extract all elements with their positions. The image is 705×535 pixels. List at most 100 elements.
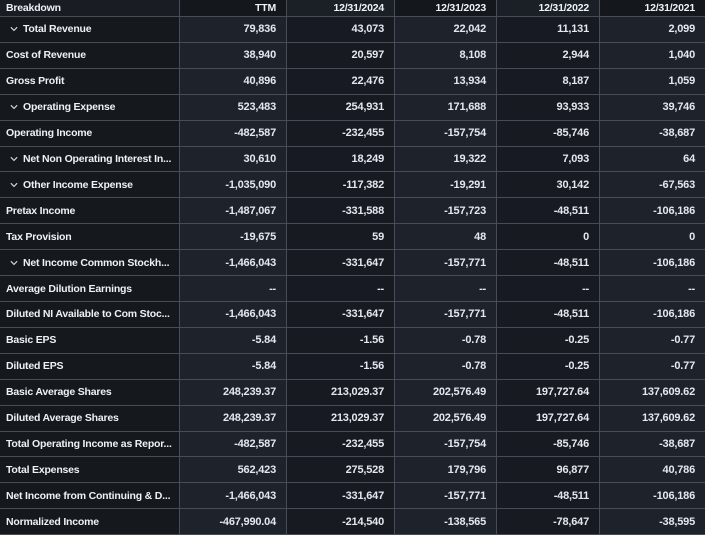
row-label-cell: Gross Profit: [0, 68, 180, 94]
table-row: Pretax Income -1,487,067 -331,588 -157,723-…: [0, 198, 705, 225]
value-cell: -0.77: [600, 327, 705, 353]
value-cell: -48,511: [497, 250, 600, 276]
value-cell: -117,382: [287, 172, 395, 198]
value-cell: -5.84: [180, 353, 287, 379]
value-cell: 1,059: [600, 68, 705, 94]
row-label-cell: Total Operating Income as Repor...: [0, 431, 180, 457]
value-cell: 40,896: [180, 68, 287, 94]
column-header-ttm: TTM: [180, 0, 287, 16]
table-row: Average Dilution Earnings -- -- -- -- --: [0, 276, 705, 302]
row-label: Net Non Operating Interest In...: [23, 152, 172, 165]
row-label-cell: Diluted EPS: [0, 353, 180, 379]
value-cell: 213,029.37: [287, 405, 395, 431]
value-cell: 8,108: [395, 42, 497, 68]
value-cell: -1,466,043: [180, 483, 287, 509]
column-header-12-31-2024: 12/31/2024: [287, 0, 395, 16]
value-cell: 18,249: [287, 146, 395, 172]
value-cell: 40,786: [600, 457, 705, 483]
row-label-cell[interactable]: Other Income Expense: [0, 172, 180, 198]
column-header-breakdown: Breakdown: [0, 0, 180, 16]
value-cell: -38,687: [600, 431, 705, 457]
row-label: Basic Average Shares: [6, 386, 112, 399]
value-cell: 30,610: [180, 146, 287, 172]
value-cell: -331,647: [287, 483, 395, 509]
row-label-cell[interactable]: Total Revenue: [0, 17, 180, 42]
value-cell: -157,754: [395, 431, 497, 457]
value-cell: -48,511: [497, 301, 600, 327]
value-cell: 11,131: [497, 17, 600, 42]
value-cell: 248,239.37: [180, 379, 287, 405]
value-cell: 30,142: [497, 172, 600, 198]
chevron-down-icon[interactable]: [10, 103, 18, 111]
value-cell: 20,597: [287, 42, 395, 68]
value-cell: 171,688: [395, 94, 497, 120]
row-label: Normalized Income: [6, 515, 99, 528]
value-cell: 0: [600, 224, 705, 250]
value-cell: -1.56: [287, 327, 395, 353]
value-cell: 523,483: [180, 94, 287, 120]
row-label-cell: Tax Provision: [0, 224, 180, 250]
value-cell: 197,727.64: [497, 405, 600, 431]
table-row: Other Income Expense -1,035,090 -117,382 -1…: [0, 172, 705, 199]
value-cell: -48,511: [497, 483, 600, 509]
value-cell: -85,746: [497, 431, 600, 457]
value-cell: -331,647: [287, 250, 395, 276]
table-row: Tax Provision -19,675 59 48 0 0: [0, 224, 705, 251]
value-cell: -157,723: [395, 198, 497, 224]
row-label-cell: Total Expenses: [0, 457, 180, 483]
value-cell: 179,796: [395, 457, 497, 483]
row-label: Total Revenue: [23, 23, 92, 36]
value-cell: 0: [497, 224, 600, 250]
value-cell: -106,186: [600, 250, 705, 276]
value-cell: 254,931: [287, 94, 395, 120]
value-cell: 39,746: [600, 94, 705, 120]
row-label-cell[interactable]: Net Income Common Stockh...: [0, 250, 180, 276]
value-cell: -331,647: [287, 301, 395, 327]
chevron-down-icon[interactable]: [10, 155, 18, 163]
row-label: Average Dilution Earnings: [6, 282, 132, 295]
table-row: Gross Profit 40,896 22,476 13,934 8,187 1,059: [0, 68, 705, 95]
chevron-down-icon[interactable]: [10, 25, 18, 33]
chevron-down-icon[interactable]: [10, 181, 18, 189]
value-cell: --: [180, 276, 287, 301]
column-header-12-31-2022: 12/31/2022: [497, 0, 600, 16]
table-row: Operating Expense 523,483 254,931 171,688 93…: [0, 94, 705, 121]
row-label-cell: Pretax Income: [0, 198, 180, 224]
table-row: Total Expenses 562,423 275,528 179,796 96,87…: [0, 457, 705, 484]
value-cell: -106,186: [600, 301, 705, 327]
value-cell: 19,322: [395, 146, 497, 172]
row-label-cell: Cost of Revenue: [0, 42, 180, 68]
value-cell: 562,423: [180, 457, 287, 483]
table-row: Operating Income -482,587 -232,455 -157,754…: [0, 120, 705, 147]
row-label: Gross Profit: [6, 75, 65, 88]
value-cell: -106,186: [600, 483, 705, 509]
value-cell: -1,466,043: [180, 301, 287, 327]
value-cell: -232,455: [287, 120, 395, 146]
column-header-12-31-2021: 12/31/2021: [600, 0, 705, 16]
chevron-down-icon[interactable]: [10, 259, 18, 267]
value-cell: --: [287, 276, 395, 301]
row-label-cell: Net Income from Continuing & D...: [0, 483, 180, 509]
row-label-cell: Operating Income: [0, 120, 180, 146]
value-cell: 2,099: [600, 17, 705, 42]
value-cell: --: [600, 276, 705, 301]
value-cell: 38,940: [180, 42, 287, 68]
value-cell: -482,587: [180, 431, 287, 457]
row-label-cell[interactable]: Operating Expense: [0, 94, 180, 120]
value-cell: -0.25: [497, 327, 600, 353]
value-cell: 59: [287, 224, 395, 250]
table-row: Normalized Income -467,990.04 -214,540 -138…: [0, 509, 705, 535]
value-cell: -78,647: [497, 509, 600, 535]
value-cell: -106,186: [600, 198, 705, 224]
value-cell: 137,609.62: [600, 405, 705, 431]
row-label: Operating Income: [6, 127, 93, 140]
table-row: Basic EPS -5.84 -1.56 -0.78 -0.25 -0.77: [0, 327, 705, 354]
row-label: Operating Expense: [23, 101, 116, 114]
column-header-12-31-2023: 12/31/2023: [395, 0, 497, 16]
row-label-cell: Basic EPS: [0, 327, 180, 353]
row-label-cell[interactable]: Net Non Operating Interest In...: [0, 146, 180, 172]
value-cell: 93,933: [497, 94, 600, 120]
table-row: Diluted NI Available to Com Stoc... -1,46…: [0, 301, 705, 328]
value-cell: 64: [600, 146, 705, 172]
value-cell: 275,528: [287, 457, 395, 483]
